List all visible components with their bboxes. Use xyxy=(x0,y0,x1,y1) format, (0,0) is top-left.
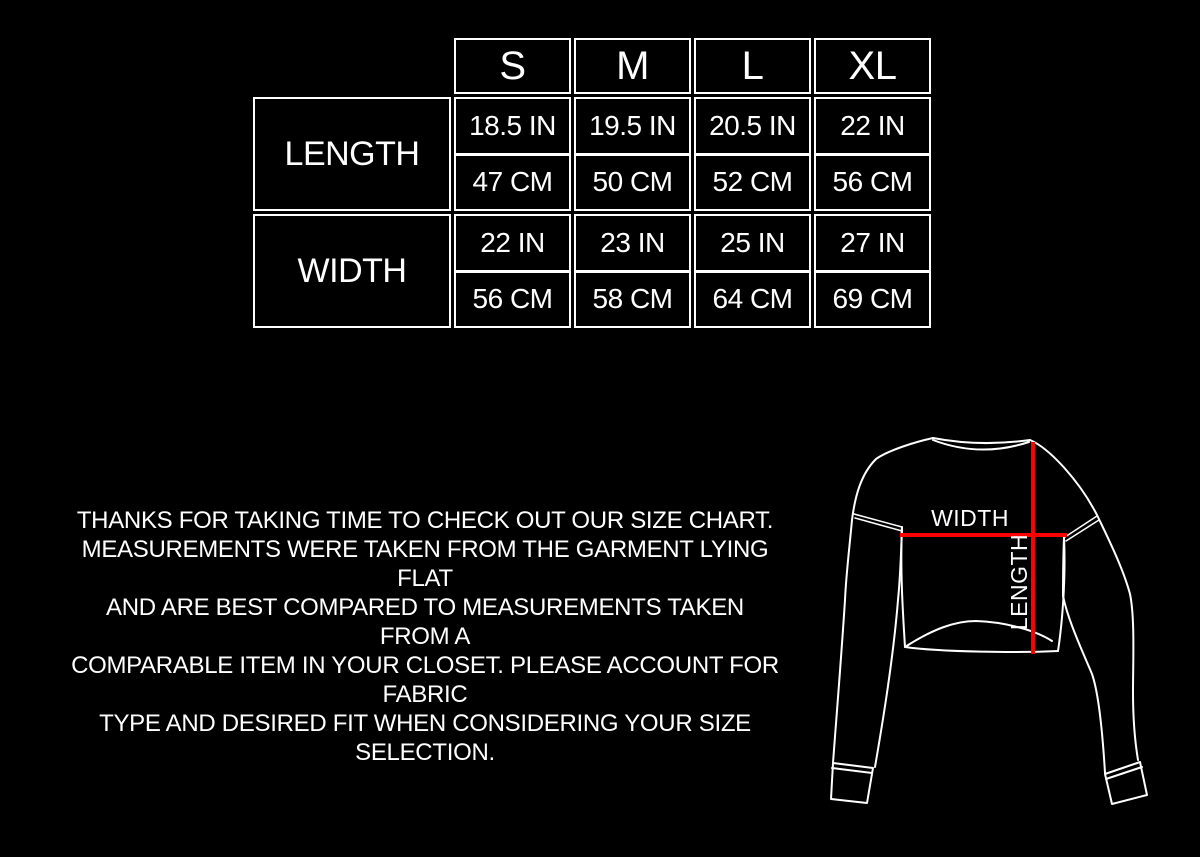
note-line: AND ARE BEST COMPARED TO MEASUREMENTS TA… xyxy=(106,594,744,650)
measurement-value-in: 22 IN xyxy=(816,99,929,156)
measurement-value-in: 18.5 IN xyxy=(456,99,569,156)
size-column-header-l: L xyxy=(694,38,811,94)
length-cell-m: 19.5 IN 50 CM xyxy=(574,97,691,211)
body-left-outline xyxy=(900,526,906,648)
length-cell-xl: 22 IN 56 CM xyxy=(814,97,931,211)
measurement-value-in: 19.5 IN xyxy=(576,99,689,156)
size-table: S M L XL LENGTH 18.5 IN 47 CM 19.5 IN 50… xyxy=(250,35,934,331)
size-column-header-s: S xyxy=(454,38,571,94)
measurement-value-in: 27 IN xyxy=(816,216,929,273)
measurement-value-cm: 47 CM xyxy=(472,166,553,198)
size-column-header-m: M xyxy=(574,38,691,94)
length-cell-s: 18.5 IN 47 CM xyxy=(454,97,571,211)
size-note: THANKS FOR TAKING TIME TO CHECK OUT OUR … xyxy=(70,506,780,767)
note-line: THANKS FOR TAKING TIME TO CHECK OUT OUR … xyxy=(76,507,774,534)
right-sleeve-outline xyxy=(1029,439,1139,761)
length-cell-l: 20.5 IN 52 CM xyxy=(694,97,811,211)
table-row-length: LENGTH 18.5 IN 47 CM 19.5 IN 50 CM 20.5 xyxy=(253,97,931,211)
width-cell-xl: 27 IN 69 CM xyxy=(814,214,931,328)
measurement-value-cm: 56 CM xyxy=(832,166,913,198)
width-label: WIDTH xyxy=(931,505,1009,531)
measurement-value-in: 20.5 IN xyxy=(696,99,809,156)
length-label: LENGTH xyxy=(1006,534,1032,630)
measurement-value-cm: 64 CM xyxy=(712,283,793,315)
right-cuff-outline xyxy=(1104,761,1148,805)
measurement-value-cm: 69 CM xyxy=(832,283,913,315)
table-row-width: WIDTH 22 IN 56 CM 23 IN 58 CM 25 IN xyxy=(253,214,931,328)
row-label-width: WIDTH xyxy=(253,214,451,328)
width-cell-m: 23 IN 58 CM xyxy=(574,214,691,328)
collar-outline xyxy=(932,437,1031,451)
width-cell-l: 25 IN 64 CM xyxy=(694,214,811,328)
right-shoulder-seam xyxy=(1064,515,1100,542)
left-shoulder-seam xyxy=(853,513,903,532)
measurement-value-in: 22 IN xyxy=(456,216,569,273)
measurement-value-cm: 56 CM xyxy=(472,283,553,315)
note-line: MEASUREMENTS WERE TAKEN FROM THE GARMENT… xyxy=(81,536,769,592)
table-corner-spacer xyxy=(253,38,451,94)
table-header-row: S M L XL xyxy=(253,38,931,94)
note-line: TYPE AND DESIRED FIT WHEN CONSIDERING YO… xyxy=(99,710,751,766)
measurement-value-cm: 58 CM xyxy=(592,283,673,315)
right-sleeve-inner-outline xyxy=(1062,536,1106,774)
garment-outline xyxy=(830,437,1148,805)
row-label-length: LENGTH xyxy=(253,97,451,211)
width-cell-s: 22 IN 56 CM xyxy=(454,214,571,328)
hem-outline xyxy=(904,620,1059,653)
body-right-outline xyxy=(1057,536,1066,652)
measurement-value-cm: 52 CM xyxy=(712,166,793,198)
left-sleeve-inner-outline xyxy=(874,526,903,768)
garment-diagram: WIDTH LENGTH xyxy=(830,437,1148,805)
measurement-value-in: 23 IN xyxy=(576,216,689,273)
measurement-value-in: 25 IN xyxy=(696,216,809,273)
size-column-header-xl: XL xyxy=(814,38,931,94)
left-cuff-outline xyxy=(830,762,874,804)
measurement-value-cm: 50 CM xyxy=(592,166,673,198)
note-line: COMPARABLE ITEM IN YOUR CLOSET. PLEASE A… xyxy=(71,652,779,708)
left-sleeve-outline xyxy=(832,437,934,764)
